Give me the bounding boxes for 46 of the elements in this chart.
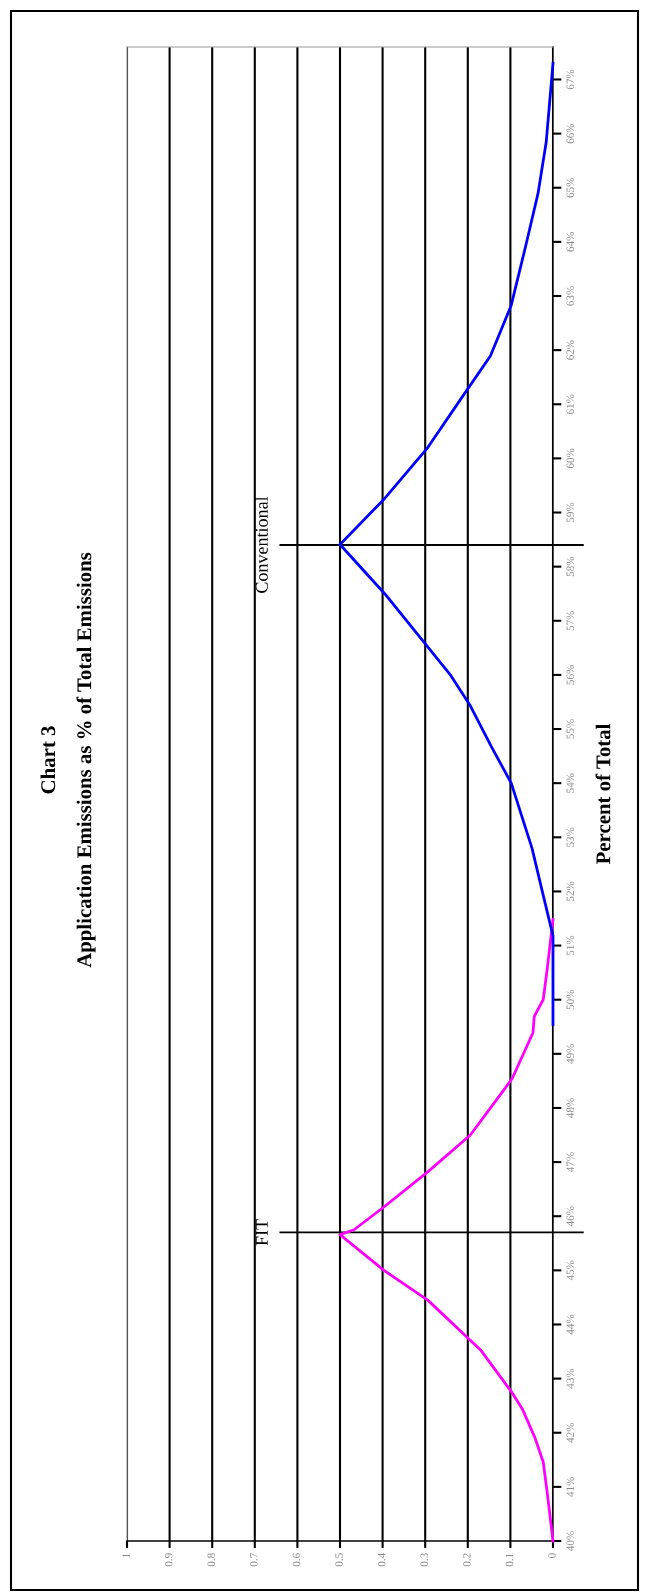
y-tick-label: 48% (566, 1098, 575, 1118)
y-tick-label: 67% (566, 69, 575, 90)
ref-line-label: Conventional (255, 496, 268, 593)
y-tick-label: 46% (566, 1206, 575, 1227)
y-tick-label: 57% (566, 610, 575, 631)
x-tick-label: 0.4 (377, 1552, 386, 1567)
y-tick-label: 44% (566, 1314, 575, 1335)
x-tick-label: 0.1 (505, 1553, 514, 1567)
y-tick-label: 59% (566, 502, 575, 523)
y-tick-label: 41% (566, 1477, 575, 1497)
x-tick-label: 1 (122, 1553, 130, 1558)
y-tick-label: 51% (566, 935, 575, 956)
text: Chart 3 (40, 726, 56, 794)
y-tick-label: 64% (566, 232, 575, 252)
x-tick-label: 0 (548, 1553, 556, 1558)
line-series (338, 918, 555, 1543)
ref-line-label: FIT (255, 1219, 268, 1246)
y-tick-label: 60% (566, 448, 575, 469)
y-tick-label: 49% (566, 1044, 575, 1064)
y-tick-label: 54% (566, 773, 575, 793)
y-tick-label: 50% (566, 989, 575, 1010)
y-tick-label: 42% (566, 1422, 575, 1443)
text: Application Emissions as % of Total Emissions (76, 552, 96, 968)
x-tick-label: 0.5 (335, 1553, 343, 1567)
x-tick-label: 0.8 (207, 1553, 216, 1567)
y-tick-label: 43% (566, 1368, 575, 1389)
y-tick-label: 40% (566, 1531, 575, 1551)
y-axis-title: Percent of Total (595, 723, 611, 865)
y-tick-label: 58% (566, 556, 575, 577)
y-tick-label: 52% (566, 881, 575, 901)
line-series (338, 61, 555, 1026)
y-tick-label: 56% (566, 665, 575, 685)
x-tick-label: 0.7 (250, 1553, 258, 1567)
y-tick-label: 45% (566, 1260, 575, 1281)
y-tick-label: 53% (566, 827, 575, 847)
y-tick-label: 61% (566, 394, 575, 414)
x-tick-label: 0.2 (463, 1553, 471, 1567)
y-tick-label: 63% (566, 286, 575, 306)
y-tick-label: 55% (566, 719, 575, 739)
x-tick-label: 0.9 (164, 1553, 173, 1567)
y-tick-label: 62% (566, 340, 575, 360)
x-tick-label: 0.6 (292, 1553, 301, 1567)
x-tick-label: 0.3 (420, 1553, 429, 1567)
y-tick-label: 66% (566, 123, 575, 144)
y-tick-label: 47% (566, 1152, 575, 1173)
y-tick-label: 65% (566, 177, 575, 198)
